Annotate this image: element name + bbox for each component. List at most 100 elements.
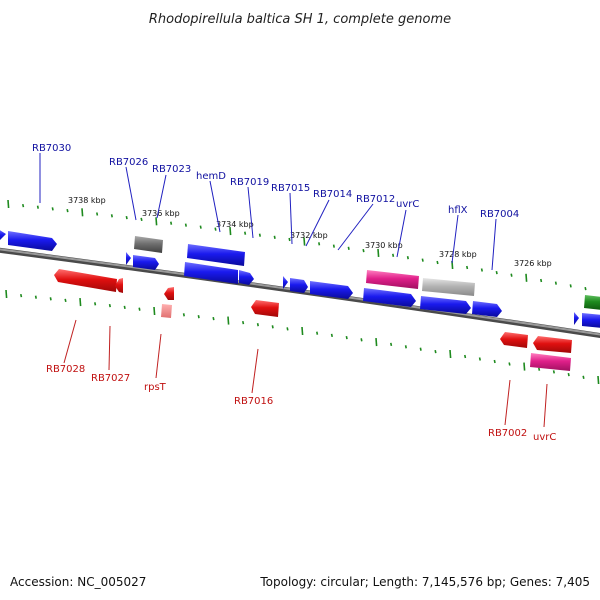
gene-arrow[interactable] bbox=[420, 296, 471, 314]
major-tick bbox=[153, 306, 156, 316]
minor-tick bbox=[64, 298, 67, 303]
minor-tick bbox=[538, 367, 541, 371]
gene-arrow[interactable] bbox=[310, 281, 353, 299]
gene-arrow[interactable] bbox=[533, 336, 572, 353]
minor-tick bbox=[242, 320, 245, 325]
gene-arrow[interactable] bbox=[0, 229, 6, 242]
minor-tick bbox=[419, 347, 422, 351]
gene-arrow[interactable] bbox=[115, 278, 123, 293]
gene-arrow[interactable] bbox=[582, 313, 600, 328]
gene-arrow[interactable] bbox=[290, 278, 308, 293]
accession-text: Accession: NC_005027 bbox=[10, 575, 146, 589]
gene-label-forward[interactable]: RB7012 bbox=[356, 194, 395, 205]
minor-tick bbox=[436, 260, 439, 265]
gene-arrow[interactable] bbox=[187, 244, 245, 266]
gene-label-reverse[interactable]: RB7028 bbox=[46, 364, 85, 375]
gene-arrow[interactable] bbox=[283, 276, 288, 289]
minor-tick bbox=[362, 248, 365, 253]
minor-tick bbox=[184, 223, 187, 227]
gene-label-forward[interactable]: RB7004 bbox=[480, 209, 519, 220]
minor-tick bbox=[66, 208, 69, 213]
upper-tick-ring bbox=[7, 199, 587, 291]
kbp-labels: 3738 kbp 3736 kbp 3734 kbp 3732 kbp 3730… bbox=[68, 196, 552, 268]
minor-tick bbox=[108, 303, 111, 308]
minor-tick bbox=[584, 286, 587, 291]
gene-label-forward[interactable]: RB7026 bbox=[109, 157, 148, 168]
gene-label-forward[interactable]: hflX bbox=[448, 205, 468, 216]
gene-arrow[interactable] bbox=[500, 332, 528, 348]
gene-arrow[interactable] bbox=[133, 255, 159, 270]
gene-arrow[interactable] bbox=[422, 278, 475, 296]
major-tick bbox=[303, 237, 306, 246]
gene-arrow[interactable] bbox=[164, 287, 174, 300]
gene-arrow[interactable] bbox=[574, 312, 579, 325]
minor-tick bbox=[212, 316, 215, 321]
minor-tick bbox=[199, 225, 202, 229]
reverse-genes bbox=[54, 269, 572, 371]
gene-arrow[interactable] bbox=[363, 288, 416, 307]
minor-tick bbox=[316, 331, 319, 335]
gene-label-forward[interactable]: hemD bbox=[196, 171, 226, 182]
gene-arrow[interactable] bbox=[8, 231, 57, 251]
gene-arrow[interactable] bbox=[161, 304, 172, 318]
minor-tick bbox=[495, 270, 498, 275]
kbp-label: 3728 kbp bbox=[439, 250, 477, 259]
gene-arrow[interactable] bbox=[126, 252, 131, 265]
minor-tick bbox=[480, 268, 483, 272]
gene-label-forward[interactable]: RB7023 bbox=[152, 164, 191, 175]
forward-genes bbox=[0, 229, 600, 328]
minor-tick bbox=[110, 214, 113, 218]
gene-arrow[interactable] bbox=[366, 270, 419, 289]
lower-tick-ring bbox=[5, 289, 600, 385]
gene-label-forward[interactable]: RB7014 bbox=[313, 189, 352, 200]
minor-tick bbox=[569, 284, 572, 288]
major-tick bbox=[377, 248, 380, 257]
gene-label-forward[interactable]: RB7019 bbox=[230, 177, 269, 188]
minor-tick bbox=[330, 333, 333, 338]
major-tick bbox=[449, 349, 452, 359]
gene-label-forward[interactable]: RB7030 bbox=[32, 143, 71, 154]
minor-tick bbox=[540, 278, 543, 283]
gene-label-forward[interactable]: uvrC bbox=[396, 199, 419, 210]
minor-tick bbox=[271, 325, 274, 329]
reverse-gene-labels bbox=[63, 319, 548, 428]
gene-arrow[interactable] bbox=[584, 295, 600, 310]
minor-tick bbox=[138, 307, 141, 311]
minor-tick bbox=[256, 323, 259, 327]
minor-tick bbox=[197, 315, 200, 319]
gene-label-forward[interactable]: RB7015 bbox=[271, 183, 310, 194]
gene-arrow[interactable] bbox=[251, 300, 279, 317]
minor-tick bbox=[286, 327, 289, 331]
minor-tick bbox=[421, 258, 424, 262]
minor-tick bbox=[406, 256, 409, 260]
minor-tick bbox=[582, 375, 585, 379]
kbp-label: 3732 kbp bbox=[290, 231, 328, 240]
minor-tick bbox=[466, 265, 469, 270]
major-tick bbox=[375, 338, 378, 347]
gene-label-reverse[interactable]: uvrC bbox=[533, 432, 556, 443]
gene-arrow[interactable] bbox=[184, 262, 238, 284]
gene-arrow[interactable] bbox=[472, 301, 502, 317]
minor-tick bbox=[510, 273, 513, 277]
minor-tick bbox=[36, 205, 39, 209]
major-tick bbox=[155, 217, 158, 226]
minor-tick bbox=[567, 372, 570, 377]
minor-tick bbox=[464, 354, 467, 359]
minor-tick bbox=[273, 235, 276, 239]
major-tick bbox=[5, 289, 8, 299]
gene-arrow[interactable] bbox=[530, 353, 571, 371]
minor-tick bbox=[332, 244, 335, 248]
minor-tick bbox=[390, 342, 393, 347]
gene-label-reverse[interactable]: RB7002 bbox=[488, 428, 527, 439]
genome-summary-text: Topology: circular; Length: 7,145,576 bp… bbox=[259, 575, 590, 589]
gene-arrow[interactable] bbox=[239, 270, 254, 285]
gene-label-reverse[interactable]: RB7027 bbox=[91, 373, 130, 384]
genome-backbone bbox=[0, 247, 600, 339]
gene-arrow[interactable] bbox=[54, 269, 117, 292]
minor-tick bbox=[244, 231, 247, 235]
minor-tick bbox=[318, 242, 321, 246]
gene-label-reverse[interactable]: RB7016 bbox=[234, 396, 273, 407]
gene-label-reverse[interactable]: rpsT bbox=[144, 382, 167, 393]
gene-arrow[interactable] bbox=[134, 236, 163, 253]
